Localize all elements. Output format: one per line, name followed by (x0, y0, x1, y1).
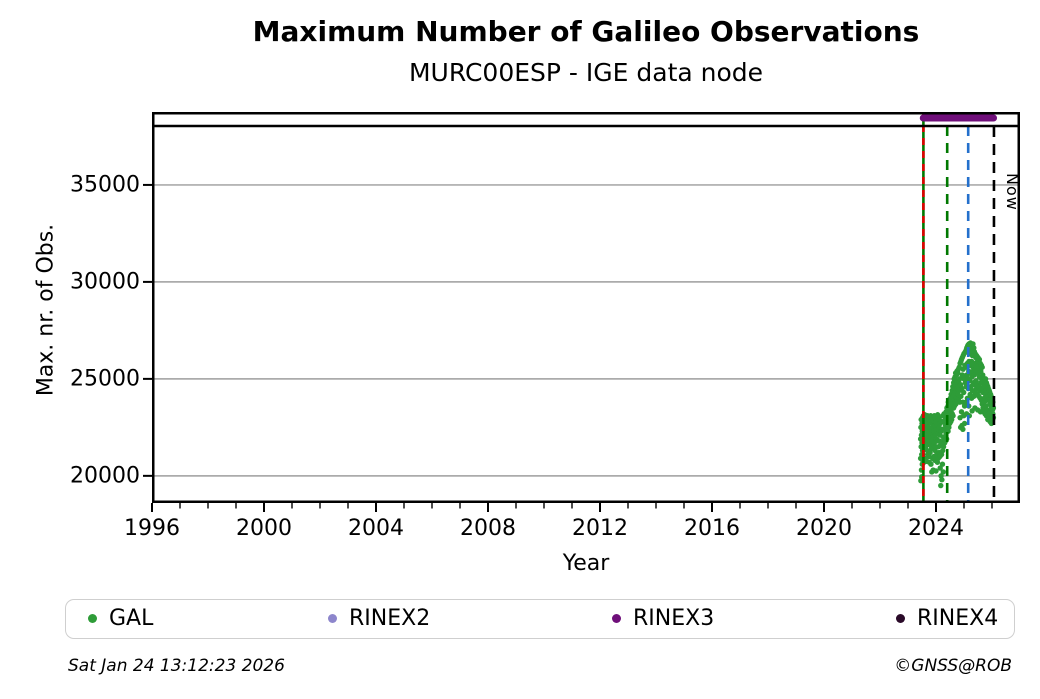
availability-bar-rinex3 (919, 114, 998, 122)
plot-border (152, 112, 1020, 503)
legend-label: RINEX3 (633, 606, 715, 631)
legend: GAL RINEX2 RINEX3 RINEX4 (65, 599, 1015, 639)
scatter-point (939, 461, 946, 467)
legend-item-rinex4: RINEX4 (896, 600, 998, 637)
scatter-point (957, 376, 963, 382)
y-tick-label: 35000 (70, 172, 140, 198)
scatter-point (961, 420, 968, 427)
scatter-point (938, 482, 944, 489)
legend-label: RINEX4 (917, 606, 999, 631)
y-tick-label: 30000 (70, 269, 140, 295)
scatter-point (940, 469, 946, 475)
x-axis-label: Year (562, 551, 610, 576)
y-tick-label: 25000 (70, 366, 140, 392)
legend-label: RINEX2 (349, 606, 431, 631)
x-tick-label: 2004 (348, 516, 404, 541)
scatter-point (961, 389, 967, 396)
x-tick-label: 2024 (908, 516, 964, 541)
x-tick-label: 2020 (796, 516, 852, 541)
scatter-point (950, 413, 956, 419)
legend-label: GAL (109, 606, 154, 631)
scatter-point (928, 461, 934, 467)
x-tick-label: 2000 (236, 516, 292, 541)
legend-item-rinex3: RINEX3 (612, 600, 714, 637)
x-tick-label: 2008 (460, 516, 516, 541)
x-tick-label: 1996 (124, 516, 180, 541)
timestamp-text: Sat Jan 24 13:12:23 2026 (68, 656, 285, 676)
scatter-point (960, 426, 966, 432)
scatter-point (939, 477, 945, 483)
chart-title: Maximum Number of Galileo Observations (252, 15, 920, 48)
now-line-label: Now (1003, 173, 1022, 211)
chart-subtitle: MURC00ESP - IGE data node (408, 58, 764, 87)
scatter-point (933, 468, 939, 474)
y-tick-label: 20000 (70, 463, 140, 489)
copyright-text: ©GNSS@ROB (894, 656, 1012, 676)
scatter-point (979, 364, 985, 370)
plot-canvas (143, 112, 1020, 512)
legend-item-rinex2: RINEX2 (328, 600, 430, 637)
legend-marker-rinex4-icon (896, 614, 905, 623)
legend-item-gal: GAL (88, 600, 153, 637)
plot-area: Now (143, 112, 1022, 512)
scatter-point (958, 393, 964, 400)
legend-marker-rinex3-icon (612, 614, 621, 623)
x-tick-label: 2012 (572, 516, 628, 541)
x-tick-label: 2016 (684, 516, 740, 541)
legend-marker-rinex2-icon (328, 614, 337, 623)
legend-marker-gal-icon (88, 614, 97, 623)
